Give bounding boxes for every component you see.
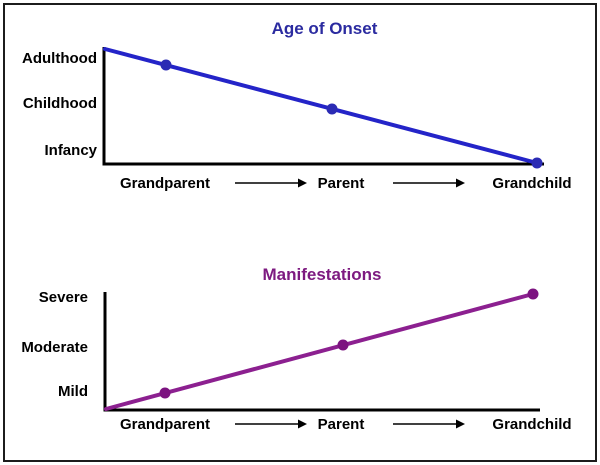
chart1-xlabel-parent: Parent bbox=[317, 175, 365, 192]
chart2-title: Manifestations bbox=[262, 265, 382, 284]
chart2-ytick-mild: Mild bbox=[58, 383, 88, 400]
chart1-xlabel-grandparent: Grandparent bbox=[119, 175, 210, 192]
chart1-ytick-childhood: Childhood bbox=[22, 95, 97, 112]
chart2-ytick-moderate: Moderate bbox=[21, 339, 88, 356]
chart1-xlabel-grandchild: Grandchild bbox=[492, 175, 572, 192]
chart2-xlabel-grandparent: Grandparent bbox=[119, 416, 210, 433]
chart2-xlabel-parent: Parent bbox=[317, 416, 365, 433]
chart2-xlabel-grandchild: Grandchild bbox=[492, 416, 572, 433]
chart1-title: Age of Onset bbox=[271, 19, 378, 38]
chart2-ytick-severe: Severe bbox=[38, 289, 88, 306]
chart1-ytick-adulthood: Adulthood bbox=[22, 50, 97, 67]
chart1-ytick-infancy: Infancy bbox=[44, 142, 97, 159]
